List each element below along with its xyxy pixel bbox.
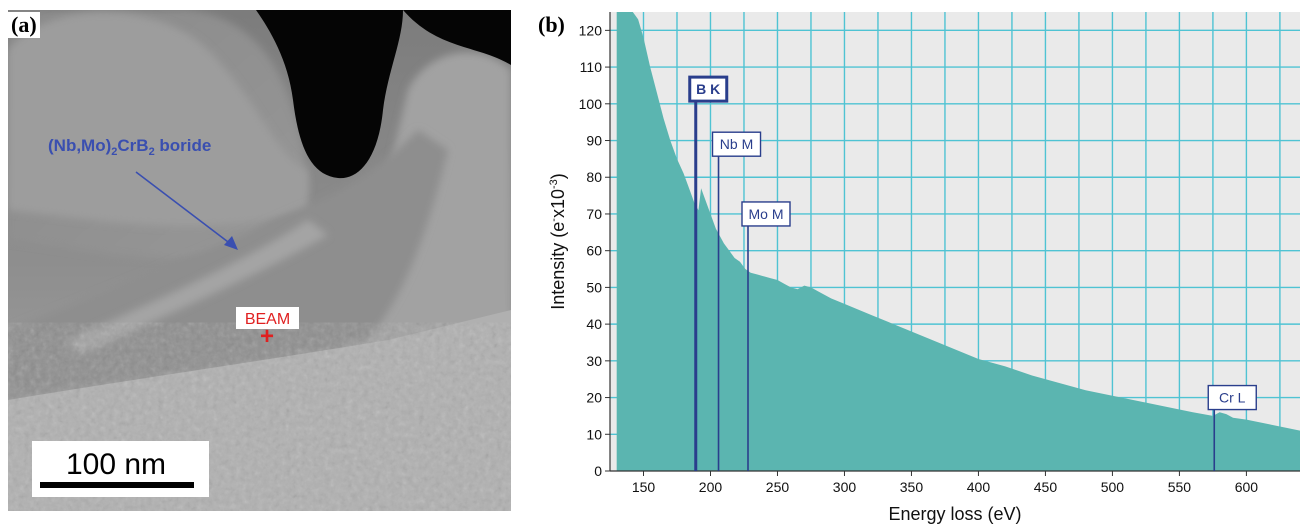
x-tick-label: 550 xyxy=(1168,479,1192,495)
y-tick-label: 0 xyxy=(594,463,602,479)
x-tick-label: 200 xyxy=(699,479,723,495)
phase-arrow xyxy=(135,171,237,249)
axes: 0 10 20 30 40 50 60 70 80 90 100 110 120 150 200 250 300… xyxy=(579,12,1300,495)
edge-label-box xyxy=(688,75,729,103)
edge-label-box xyxy=(711,131,762,157)
y-tick-label: 110 xyxy=(580,59,603,75)
panel-label-b: (b) xyxy=(538,12,565,37)
y-axis-label: Intensity (e-x10-3) xyxy=(548,173,568,310)
micrograph-image: (Nb,Mo)2CrB2 boride BEAM + 100 nm xyxy=(8,10,511,511)
x-tick-label: 600 xyxy=(1235,479,1259,495)
x-tick-label: 250 xyxy=(766,479,790,495)
micrograph-panel: (Nb,Mo)2CrB2 boride BEAM + 100 nm xyxy=(8,10,511,511)
spectrum-panel: 0 10 20 30 40 50 60 70 80 90 100 110 120 150 200 250 300… xyxy=(538,0,1301,526)
y-tick-label: 80 xyxy=(586,169,602,185)
beam-marker: + xyxy=(260,323,274,350)
y-tick-label: 100 xyxy=(579,96,603,112)
y-tick-label: 90 xyxy=(586,133,602,149)
scale-bar xyxy=(40,482,194,488)
edge-label-box xyxy=(741,201,791,227)
y-tick-label: 60 xyxy=(586,243,602,259)
beam-label: BEAM xyxy=(245,311,290,328)
edge-label: Mo M xyxy=(749,206,784,222)
x-tick-label: 350 xyxy=(900,479,924,495)
spectrum-chart: 0 10 20 30 40 50 60 70 80 90 100 110 120 150 200 250 300… xyxy=(548,12,1300,524)
y-tick-label: 120 xyxy=(579,22,603,38)
phase-label: (Nb,Mo)2CrB2 boride xyxy=(48,136,211,158)
x-axis-label: Energy loss (eV) xyxy=(888,504,1021,524)
x-tick-label: 450 xyxy=(1034,479,1058,495)
y-tick-label: 70 xyxy=(586,206,602,222)
edge-label-box xyxy=(1207,384,1257,411)
y-tick-label: 50 xyxy=(586,279,602,295)
y-tick-label: 10 xyxy=(586,426,602,442)
beam-label-bg xyxy=(236,307,299,329)
x-tick-label: 150 xyxy=(632,479,656,495)
x-tick-label: 500 xyxy=(1101,479,1125,495)
edge-label: B K xyxy=(696,81,720,97)
edge-label: Nb M xyxy=(720,136,753,152)
edge-markers: B K Nb M Mo M Cr L xyxy=(688,75,1257,471)
x-tick-label: 300 xyxy=(833,479,857,495)
panel-label-a: (a) xyxy=(8,12,40,38)
y-tick-label: 40 xyxy=(586,316,602,332)
y-tick-label: 30 xyxy=(586,353,602,369)
arrow-head-icon xyxy=(224,236,238,250)
edge-label: Cr L xyxy=(1219,390,1246,406)
scale-bar-label: 100 nm xyxy=(66,448,166,481)
y-tick-label: 20 xyxy=(586,390,602,406)
spectrum-area xyxy=(616,12,1300,471)
x-tick-label: 400 xyxy=(967,479,991,495)
